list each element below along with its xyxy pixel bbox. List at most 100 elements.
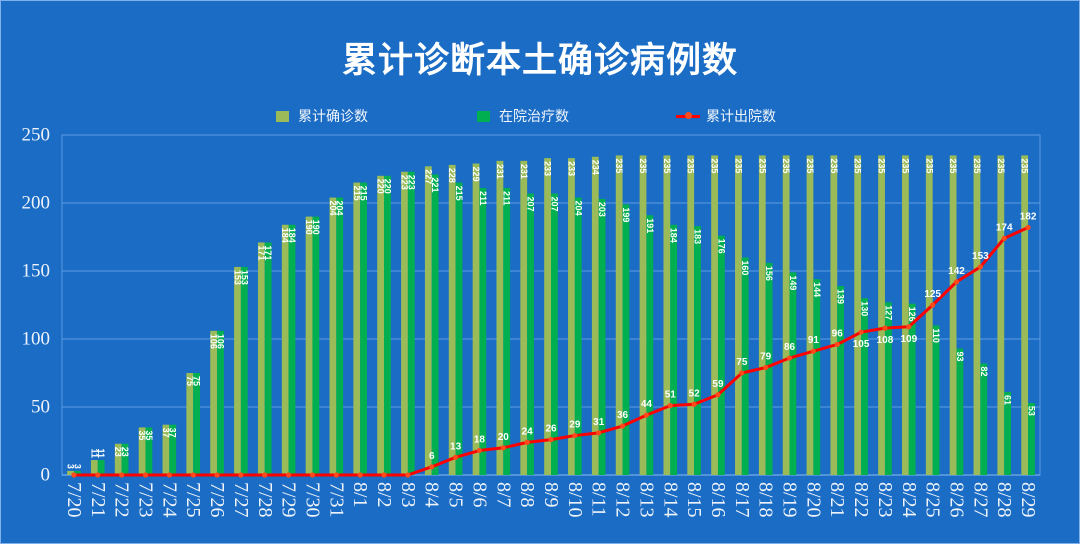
bar-label-cumulative-confirmed: 235	[614, 158, 624, 173]
bar-label-cumulative-confirmed: 227	[423, 169, 433, 184]
bar-label-in-hospital: 171	[263, 245, 273, 260]
legend-swatch-cumulative-discharged	[676, 112, 700, 119]
point-cumulative-discharged	[95, 472, 101, 478]
point-cumulative-discharged	[763, 364, 769, 371]
point-label-cumulative-discharged: 108	[877, 335, 894, 346]
bar-label-cumulative-confirmed: 235	[710, 158, 720, 173]
x-tick-label: 8/10	[564, 482, 586, 518]
bar-cumulative-confirmed	[782, 155, 790, 475]
x-tick-label: 7/27	[230, 482, 252, 518]
y-axis: 0 50 100 150 200 250	[22, 125, 51, 486]
bar-label-in-hospital: 184	[669, 228, 679, 243]
bar-label-in-hospital: 106	[215, 334, 225, 349]
legend-item-cumulative-discharged: 累计出院数	[676, 107, 776, 125]
bar-in-hospital	[765, 262, 773, 475]
bar-cumulative-confirmed	[329, 197, 337, 475]
bar-label-in-hospital: 37	[168, 428, 178, 438]
bar-in-hospital	[145, 427, 153, 475]
point-label-cumulative-discharged: 109	[900, 334, 917, 345]
x-tick-label: 7/26	[206, 482, 228, 518]
point-cumulative-discharged	[357, 472, 363, 478]
bar-cumulative-confirmed	[735, 155, 742, 475]
bar-in-hospital	[837, 285, 845, 475]
bar-in-hospital	[694, 226, 701, 475]
bar-label-cumulative-confirmed: 235	[733, 158, 743, 173]
point-cumulative-discharged	[667, 403, 673, 409]
bar-label-in-hospital: 82	[979, 366, 989, 376]
point-label-cumulative-discharged: 20	[498, 432, 510, 443]
bar-label-in-hospital: 199	[621, 207, 631, 222]
bar-label-cumulative-confirmed: 153	[233, 270, 243, 285]
bar-label-cumulative-confirmed: 233	[543, 161, 553, 176]
point-cumulative-discharged	[214, 472, 220, 478]
bar-in-hospital	[97, 460, 105, 475]
x-tick-label: 8/8	[516, 482, 538, 508]
x-tick-label: 8/12	[612, 482, 634, 518]
legend-item-cumulative-confirmed: 累计确诊数	[276, 107, 368, 125]
point-label-cumulative-discharged: 91	[808, 335, 820, 346]
point-cumulative-discharged	[953, 279, 960, 285]
point-label-cumulative-discharged: 182	[1020, 211, 1037, 222]
x-tick-label: 8/19	[779, 482, 801, 518]
point-label-cumulative-discharged: 86	[784, 342, 796, 353]
bar-in-hospital	[217, 330, 224, 475]
point-cumulative-discharged	[476, 447, 483, 454]
bar-cumulative-confirmed	[591, 156, 599, 475]
bar-in-hospital	[861, 298, 868, 475]
bar-label-cumulative-confirmed: 235	[805, 158, 815, 173]
x-tick-label: 7/23	[134, 482, 156, 518]
bar-label-in-hospital: 211	[478, 191, 488, 206]
bar-cumulative-confirmed	[806, 155, 814, 475]
x-tick-label: 8/15	[683, 482, 705, 518]
point-label-cumulative-discharged: 174	[996, 222, 1013, 233]
bar-label-cumulative-confirmed: 235	[638, 158, 648, 173]
bar-label-cumulative-confirmed: 233	[566, 161, 576, 176]
x-tick-label: 8/3	[397, 482, 419, 508]
bar-label-in-hospital: 176	[716, 239, 726, 254]
point-label-cumulative-discharged: 6	[429, 451, 435, 462]
legend-swatch-in-hospital	[477, 110, 490, 122]
chart-title: 累计诊断本土确诊病例数	[341, 41, 738, 81]
bar-in-hospital	[527, 193, 534, 476]
point-cumulative-discharged	[739, 370, 745, 376]
x-tick-label: 8/14	[659, 482, 681, 518]
x-tick-label: 8/4	[421, 482, 443, 508]
bar-label-in-hospital: 183	[693, 229, 703, 244]
bar-label-in-hospital: 23	[120, 447, 130, 457]
x-tick-label: 8/18	[755, 482, 777, 518]
point-label-cumulative-discharged: 29	[569, 420, 581, 431]
bar-cumulative-confirmed	[830, 155, 838, 475]
x-tick-label: 8/28	[993, 482, 1015, 518]
bar-label-cumulative-confirmed: 171	[256, 245, 266, 260]
bar-label-in-hospital: 93	[955, 352, 965, 362]
x-tick-label: 8/5	[445, 482, 467, 508]
bar-in-hospital	[1004, 392, 1012, 475]
bar-cumulative-confirmed	[234, 266, 241, 475]
bar-in-hospital	[1028, 402, 1035, 475]
bar-label-cumulative-confirmed: 235	[853, 158, 863, 173]
bar-label-cumulative-confirmed: 220	[376, 179, 386, 194]
x-tick-label: 8/16	[707, 482, 729, 518]
bar-cumulative-confirmed	[854, 155, 862, 475]
bar-label-in-hospital: 215	[454, 186, 464, 201]
bar-in-hospital	[551, 193, 558, 476]
bar-in-hospital	[264, 242, 272, 475]
point-cumulative-discharged	[262, 472, 268, 478]
legend-label-cumulative-discharged: 累计出院数	[706, 109, 776, 125]
bar-in-hospital	[121, 443, 129, 475]
point-label-cumulative-discharged: 79	[760, 352, 772, 363]
bar-in-hospital	[574, 197, 582, 475]
point-label-cumulative-discharged: 142	[948, 266, 965, 277]
legend-swatch-cumulative-confirmed	[276, 110, 289, 122]
point-cumulative-discharged	[500, 445, 506, 451]
y-tick-label: 50	[31, 397, 50, 418]
bar-cumulative-confirmed	[758, 155, 766, 475]
bar-label-in-hospital: 130	[859, 301, 869, 316]
point-cumulative-discharged	[619, 423, 626, 429]
bar-in-hospital	[622, 204, 630, 476]
legend-marker-icon	[684, 112, 692, 119]
bar-label-cumulative-confirmed: 235	[972, 158, 982, 173]
x-tick-label: 7/28	[254, 482, 276, 518]
